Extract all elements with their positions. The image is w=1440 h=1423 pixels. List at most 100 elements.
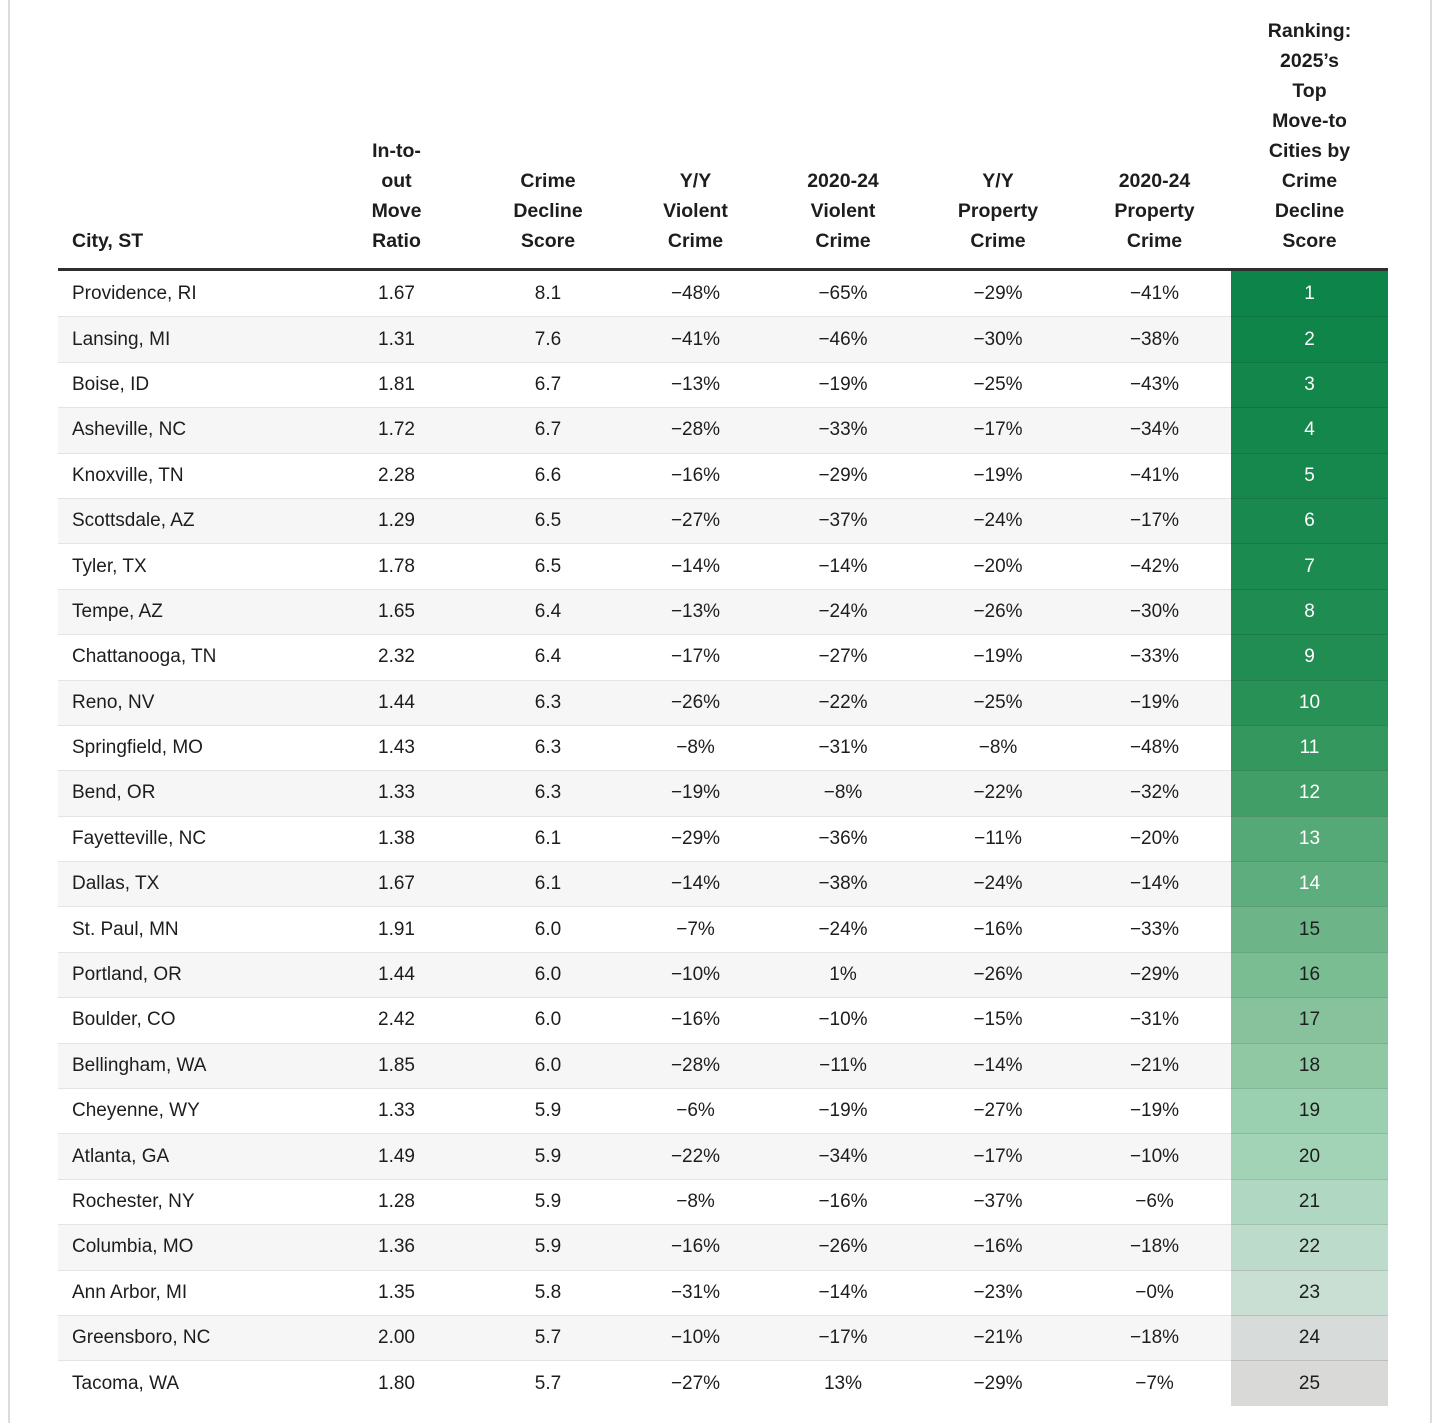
cell-p5_violent: −38% — [768, 861, 918, 906]
cell-move_ratio: 1.43 — [320, 724, 473, 770]
cell-yy_violent: −26% — [623, 679, 768, 725]
cell-yy_violent: −31% — [623, 1269, 768, 1315]
cell-move_ratio: 1.44 — [320, 679, 473, 725]
cell-yy_property: −24% — [918, 861, 1078, 906]
cell-yy_violent: −10% — [623, 1314, 768, 1360]
cell-rank: 20 — [1231, 1133, 1388, 1179]
cell-score: 7.6 — [473, 316, 623, 361]
cell-move_ratio: 1.67 — [378, 282, 415, 304]
table-row: Providence, RI 1.67 8.1 −48% −65% −29% −41% 1 — [58, 271, 1388, 317]
cell-score: 5.7 — [473, 1360, 623, 1405]
cell-rank: 2 — [1231, 316, 1388, 362]
cell-yy_property: −8% — [918, 724, 1078, 770]
cell-score: 6.4 — [473, 634, 623, 679]
cell-p5_violent: 1% — [768, 951, 918, 997]
cell-city: Asheville, NC — [58, 407, 320, 452]
table-row: Bellingham, WA 1.85 6.0 −28% −11% −14% −21% 18 — [58, 1042, 1388, 1089]
cell-city: Springfield, MO — [58, 724, 320, 770]
cell-move_ratio: 1.35 — [320, 1269, 473, 1315]
cell-score: 5.9 — [473, 1178, 623, 1224]
cell-yy_violent: −27% — [623, 497, 768, 543]
cell-city: Boulder, CO — [58, 997, 320, 1042]
cell-move_ratio: 1.33 — [320, 770, 473, 815]
cell-city: Boise, ID — [58, 361, 320, 407]
cell-move_ratio: 1.28 — [320, 1178, 473, 1224]
table-row: Rochester, NY 1.28 5.9 −8% −16% −37% −6% 21 — [58, 1178, 1388, 1225]
right-edge-line — [1430, 0, 1432, 1423]
cell-score: 6.3 — [473, 770, 623, 815]
cell-rank: 1 — [1231, 271, 1388, 317]
cell-rank: 17 — [1231, 997, 1388, 1043]
table-row: Cheyenne, WY 1.33 5.9 −6% −19% −27% −19% 19 — [58, 1088, 1388, 1134]
cell-city: Scottsdale, AZ — [58, 497, 320, 543]
cell-rank: 6 — [1231, 497, 1388, 544]
cell-yy_property: −22% — [918, 770, 1078, 815]
cell-p5_property: −41% — [1078, 452, 1231, 498]
cell-yy_violent: −14% — [623, 543, 768, 588]
cell-yy_property: −30% — [918, 316, 1078, 361]
table-row: Knoxville, TN 2.28 6.6 −16% −29% −19% −41% 5 — [58, 452, 1388, 498]
crime-decline-ranking-table: City, ST In-to- out Move Ratio Crime Decli… — [58, 0, 1388, 1406]
cell-yy_property: −16% — [918, 1224, 1078, 1269]
cell-score: 6.0 — [473, 906, 623, 951]
cell-p5_property: −19% — [1078, 679, 1231, 725]
cell-p5_violent: −10% — [768, 997, 918, 1042]
cell-score: 5.9 — [473, 1133, 623, 1178]
cell-score: 6.5 — [473, 497, 623, 543]
table-row: Fayetteville, NC 1.38 6.1 −29% −36% −11% −20% 1… — [58, 815, 1388, 862]
cell-city: Chattanooga, TN — [58, 634, 320, 679]
cell-yy_property: −17% — [918, 407, 1078, 452]
cell-rank: 8 — [1231, 588, 1388, 635]
cell-score: 6.0 — [473, 951, 623, 997]
cell-yy_property: −14% — [918, 1042, 1078, 1088]
cell-yy_property: −29% — [918, 1360, 1078, 1405]
cell-p5_property: −18% — [1078, 1314, 1231, 1360]
cell-rank: 13 — [1231, 815, 1388, 862]
cell-p5_violent: −46% — [768, 316, 918, 361]
table-row: Springfield, MO 1.43 6.3 −8% −31% −8% −48% 11 — [58, 724, 1388, 771]
cell-score: 6.0 — [473, 1042, 623, 1088]
cell-score: 5.7 — [473, 1314, 623, 1360]
cell-move_ratio: 1.78 — [320, 543, 473, 588]
cell-move_ratio: 2.28 — [320, 452, 473, 498]
cell-rank: 5 — [1231, 452, 1388, 498]
cell-score: 5.9 — [473, 1224, 623, 1269]
cell-city: Portland, OR — [58, 951, 320, 997]
cell-yy_violent: −17% — [623, 634, 768, 679]
cell-rank: 16 — [1231, 951, 1388, 998]
cell-rank: 22 — [1231, 1224, 1388, 1270]
cell-p5_violent: −17% — [768, 1314, 918, 1360]
cell-score: 6.7 — [473, 407, 623, 452]
cell-rank: 14 — [1231, 861, 1388, 907]
cell-rank: 12 — [1231, 770, 1388, 816]
cell-city: Reno, NV — [58, 679, 320, 725]
cell-yy_property: −23% — [918, 1269, 1078, 1315]
cell-yy_violent: −29% — [623, 815, 768, 861]
cell-p5_violent: −29% — [768, 452, 918, 498]
table-row: Asheville, NC 1.72 6.7 −28% −33% −17% −34% 4 — [58, 407, 1388, 453]
cell-yy_violent: −13% — [623, 361, 768, 407]
cell-city: Atlanta, GA — [58, 1133, 320, 1178]
cell-p5_violent: −65% — [818, 282, 868, 304]
table-row: Tyler, TX 1.78 6.5 −14% −14% −20% −42% 7 — [58, 543, 1388, 589]
cell-p5_property: −0% — [1078, 1269, 1231, 1315]
cell-move_ratio: 2.42 — [320, 997, 473, 1042]
cell-city: Ann Arbor, MI — [58, 1269, 320, 1315]
cell-p5_property: −29% — [1078, 951, 1231, 997]
cell-p5_property: −42% — [1078, 543, 1231, 588]
cell-yy_violent: −28% — [623, 407, 768, 452]
cell-score: 6.1 — [473, 815, 623, 861]
cell-p5_violent: −14% — [768, 1269, 918, 1315]
cell-city: Dallas, TX — [58, 861, 320, 906]
cell-city: Tyler, TX — [58, 543, 320, 588]
table-row: Bend, OR 1.33 6.3 −19% −8% −22% −32% 12 — [58, 770, 1388, 816]
cell-p5_property: −33% — [1078, 634, 1231, 679]
header-p5_property: 2020-24 Property Crime — [1114, 170, 1195, 252]
cell-p5_violent: −19% — [768, 361, 918, 407]
table-row: Tempe, AZ 1.65 6.4 −13% −24% −26% −30% 8 — [58, 588, 1388, 635]
cell-yy_property: −24% — [918, 497, 1078, 543]
cell-p5_property: −32% — [1078, 770, 1231, 815]
header-yy_violent: Y/Y Violent Crime — [663, 170, 728, 252]
cell-city: St. Paul, MN — [58, 906, 320, 951]
cell-p5_violent: −26% — [768, 1224, 918, 1269]
